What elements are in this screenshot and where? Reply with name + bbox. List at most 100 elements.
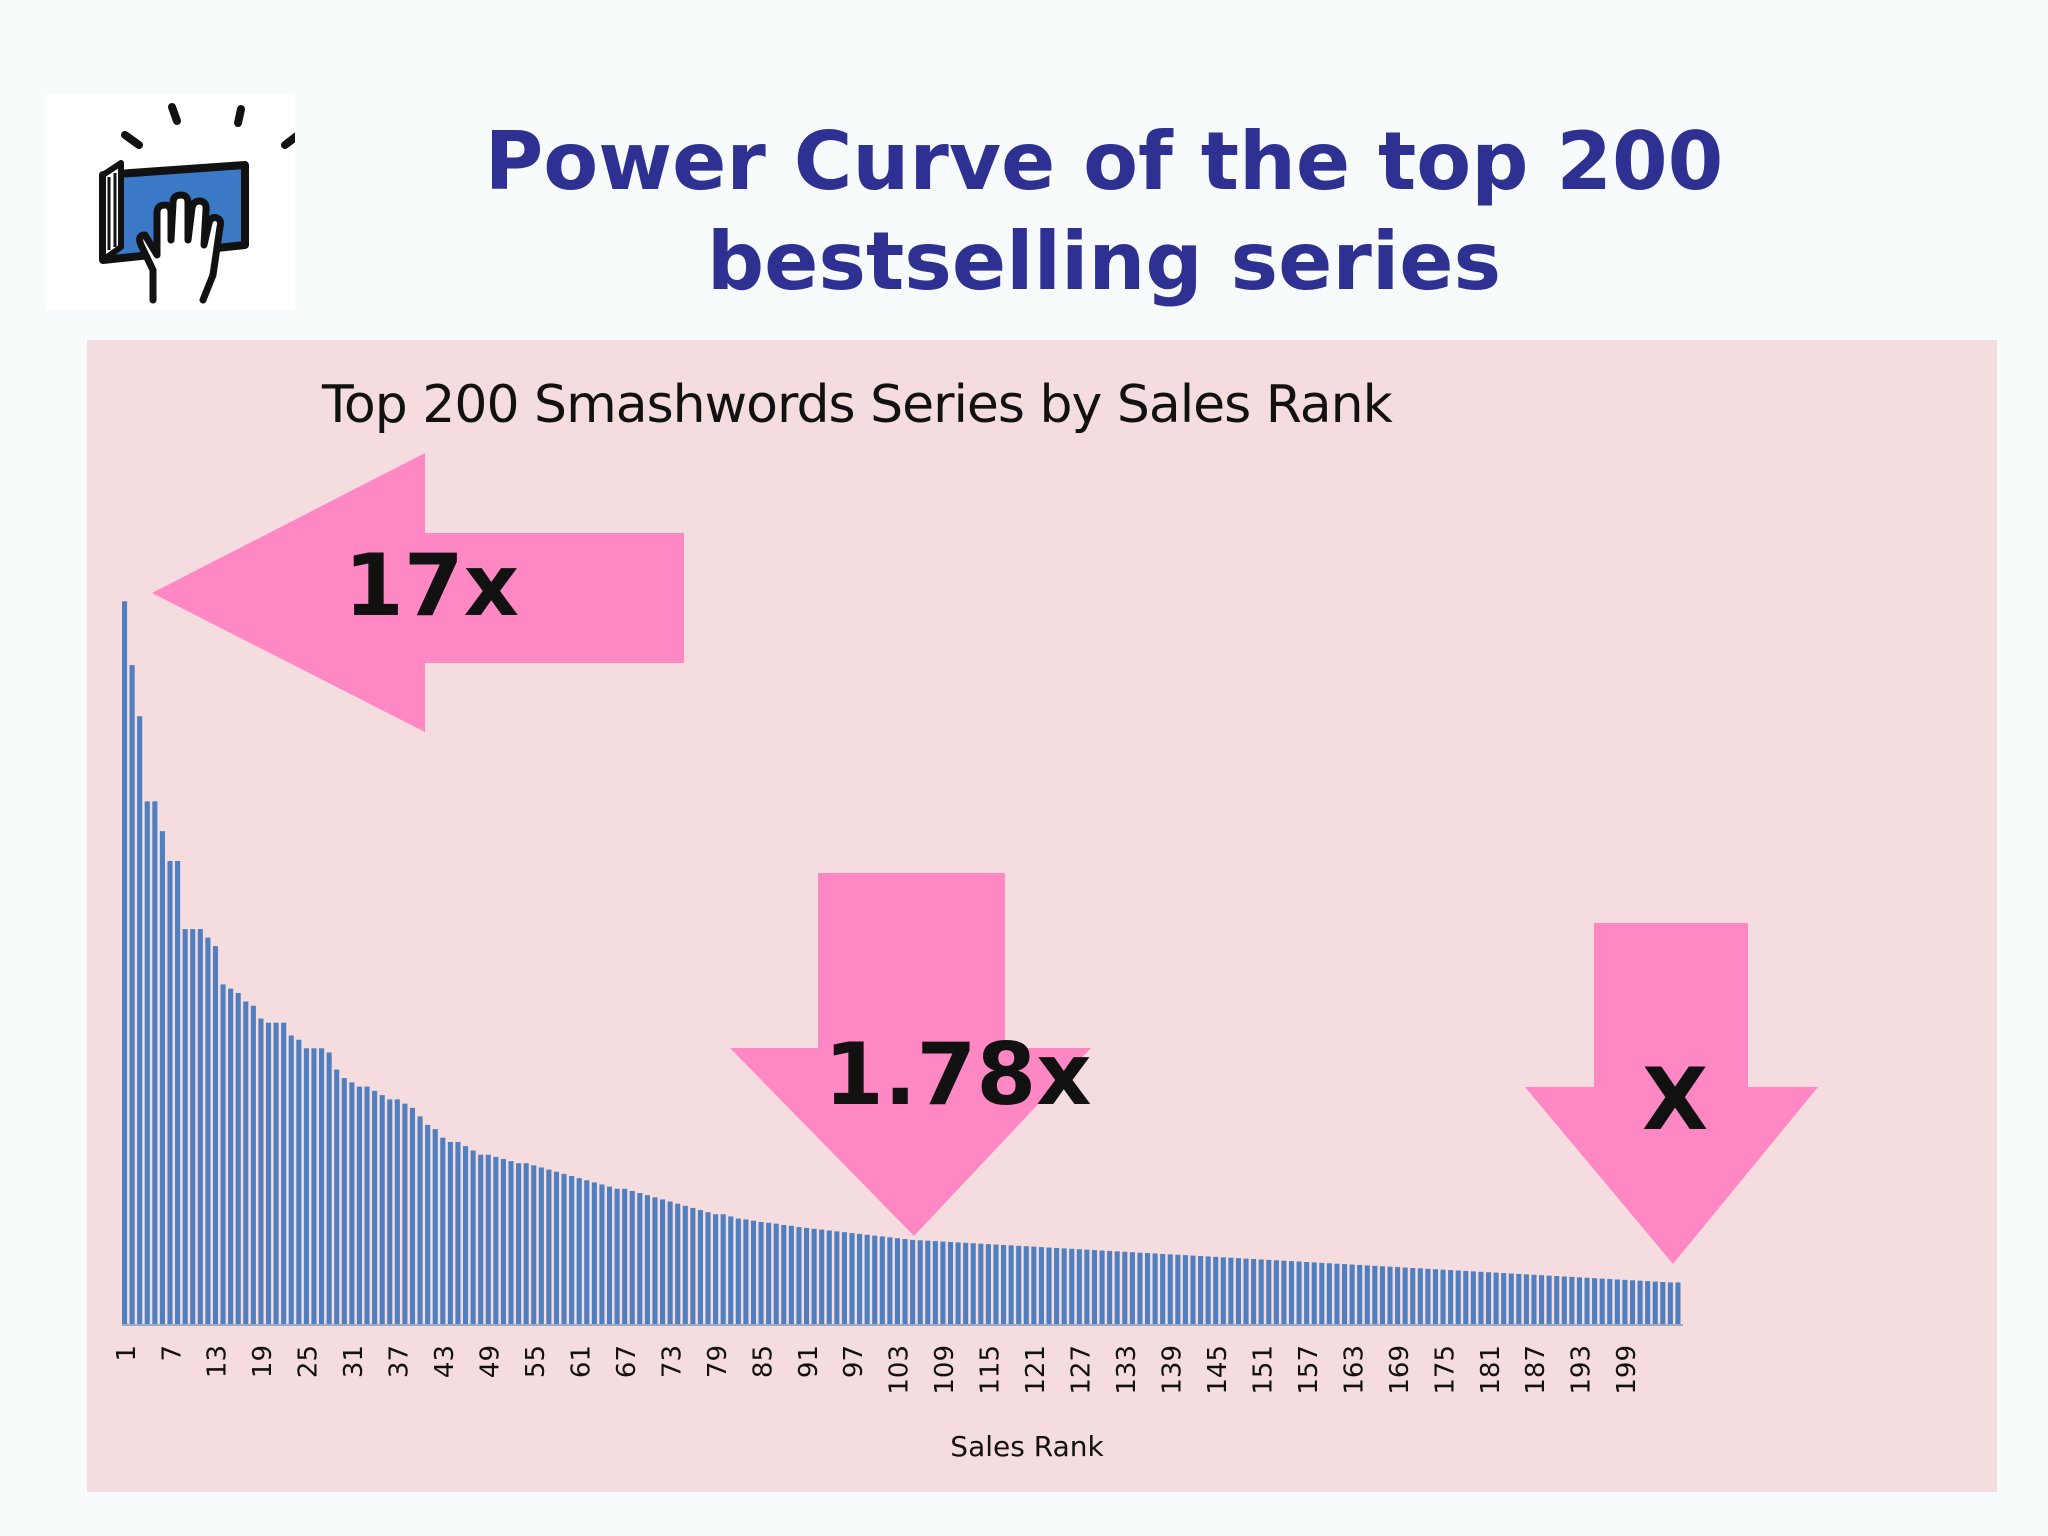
bar-rank-198 — [1614, 1279, 1620, 1325]
bar-rank-9 — [182, 929, 188, 1325]
bar-rank-188 — [1539, 1275, 1545, 1325]
bar-rank-184 — [1508, 1273, 1514, 1325]
bar-rank-36 — [387, 1099, 393, 1325]
x-tick-label: 151 — [1248, 1345, 1278, 1395]
bar-rank-137 — [1152, 1253, 1158, 1325]
bar-rank-120 — [1023, 1246, 1029, 1325]
bar-rank-124 — [1054, 1247, 1060, 1325]
bar-rank-48 — [478, 1154, 484, 1325]
bar-rank-44 — [447, 1141, 453, 1325]
bar-rank-86 — [766, 1222, 772, 1325]
bar-rank-113 — [970, 1243, 976, 1325]
bar-rank-144 — [1205, 1256, 1211, 1325]
bar-rank-200 — [1629, 1280, 1636, 1325]
bar-rank-194 — [1584, 1277, 1590, 1325]
bar-rank-178 — [1463, 1270, 1469, 1325]
bar-rank-59 — [561, 1173, 567, 1325]
bar-rank-118 — [1008, 1245, 1014, 1325]
bar-rank-166 — [1372, 1265, 1378, 1325]
bar-rank-161 — [1334, 1263, 1340, 1325]
bar-rank-131 — [1107, 1250, 1113, 1325]
bar-rank-74 — [675, 1203, 681, 1325]
x-axis-label: Sales Rank — [950, 1430, 1104, 1463]
chart-title: Top 200 Smashwords Series by Sales Rank — [322, 375, 1393, 435]
bar-rank-121 — [1031, 1246, 1037, 1325]
bar-rank-171 — [1410, 1267, 1416, 1325]
bar-rank-80 — [720, 1214, 726, 1325]
bar-rank-97 — [849, 1233, 855, 1325]
bar-rank-196 — [1599, 1278, 1605, 1325]
bar-rank-94 — [826, 1230, 832, 1325]
bar-rank-119 — [1016, 1245, 1022, 1325]
bar-rank-153 — [1273, 1260, 1279, 1325]
bar-rank-6 — [159, 831, 165, 1325]
bar-rank-33 — [364, 1086, 370, 1325]
bar-rank-125 — [1061, 1248, 1067, 1325]
bar-rank-106 — [917, 1240, 923, 1325]
x-tick-label: 31 — [339, 1345, 369, 1378]
bar-rank-100 — [872, 1235, 878, 1325]
bar-rank-38 — [402, 1103, 408, 1325]
annotation-17x: 17x — [344, 536, 520, 636]
bar-rank-177 — [1455, 1270, 1461, 1325]
x-tick-label: 19 — [248, 1345, 278, 1378]
bar-rank-11 — [197, 929, 203, 1325]
bar-rank-116 — [993, 1244, 999, 1325]
bar-rank-169 — [1395, 1267, 1401, 1325]
x-tick-label: 49 — [476, 1345, 506, 1378]
bar-rank-130 — [1099, 1250, 1105, 1325]
bar-rank-undefined — [1675, 1282, 1681, 1325]
bar-rank-176 — [1448, 1270, 1454, 1325]
bar-rank-181 — [1485, 1272, 1492, 1325]
bar-rank-138 — [1160, 1253, 1166, 1325]
bar-rank-31 — [349, 1082, 355, 1325]
bar-rank-8 — [175, 860, 181, 1325]
bar-rank-143 — [1198, 1256, 1204, 1325]
bar-rank-undefined — [1667, 1282, 1673, 1325]
bar-rank-175 — [1440, 1269, 1446, 1325]
bar-rank-83 — [743, 1219, 749, 1325]
x-tick-label: 127 — [1067, 1345, 1097, 1395]
bar-rank-111 — [955, 1242, 961, 1325]
bar-rank-55 — [531, 1165, 537, 1325]
bar-rank-82 — [735, 1218, 741, 1325]
bar-rank-189 — [1546, 1275, 1552, 1325]
bar-rank-170 — [1402, 1267, 1408, 1325]
bar-rank-54 — [523, 1163, 529, 1325]
bar-rank-66 — [614, 1188, 620, 1325]
x-tick-label: 121 — [1021, 1345, 1051, 1395]
bar-rank-78 — [705, 1212, 711, 1325]
x-tick-label: 145 — [1203, 1345, 1233, 1395]
bar-rank-173 — [1425, 1268, 1431, 1325]
bar-rank-151 — [1258, 1259, 1264, 1325]
x-tick-label: 13 — [203, 1345, 233, 1378]
bar-rank-70 — [644, 1195, 650, 1325]
x-tick-label: 199 — [1612, 1345, 1642, 1395]
bar-rank-16 — [235, 992, 241, 1325]
bar-rank-172 — [1417, 1268, 1423, 1325]
bar-rank-21 — [273, 1022, 279, 1325]
bar-rank-7 — [167, 860, 173, 1325]
x-tick-label: 85 — [748, 1345, 778, 1378]
bar-rank-68 — [629, 1190, 635, 1325]
bar-rank-122 — [1038, 1247, 1044, 1325]
bar-rank-57 — [546, 1169, 552, 1325]
x-tick-label: 157 — [1294, 1345, 1324, 1395]
x-tick-label: 133 — [1112, 1345, 1142, 1395]
bar-rank-163 — [1349, 1264, 1355, 1325]
bar-rank-29 — [334, 1069, 340, 1325]
bar-rank-186 — [1523, 1274, 1529, 1325]
bar-rank-160 — [1326, 1263, 1332, 1325]
slide-title-line-2: bestselling series — [706, 215, 1502, 308]
x-tick-label: 181 — [1476, 1345, 1506, 1395]
x-tick-label: 109 — [930, 1345, 960, 1395]
x-tick-label: 175 — [1430, 1345, 1460, 1395]
bar-rank-110 — [947, 1241, 954, 1325]
bar-rank-93 — [819, 1229, 825, 1325]
x-tick-label: 115 — [976, 1345, 1006, 1395]
bar-rank-14 — [220, 984, 226, 1325]
bar-rank-145 — [1213, 1256, 1219, 1325]
bar-rank-132 — [1114, 1251, 1120, 1325]
bar-rank-5 — [152, 801, 158, 1325]
bar-rank-87 — [773, 1223, 779, 1325]
